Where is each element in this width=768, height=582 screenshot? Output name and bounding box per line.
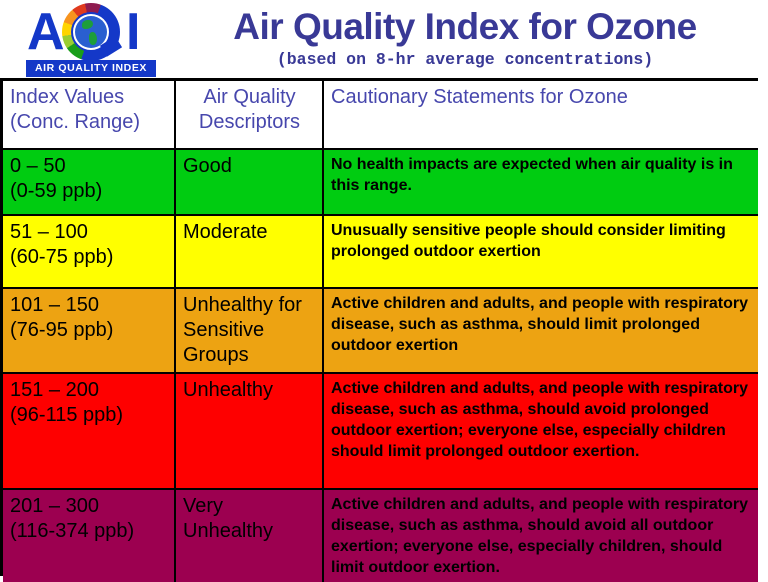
statement-usg: Active children and adults, and people w… [323, 288, 758, 374]
table-row-unhealthy-for-sensitive-groups: 101 – 150 (76-95 ppb) Unhealthy for Sens… [3, 288, 758, 374]
descriptor-very-unhealthy: Very Unhealthy [175, 489, 324, 582]
title-block: Air Quality Index for Ozone (based on 8-… [170, 4, 760, 71]
aqi-globe-logo-icon: A I [26, 2, 156, 61]
table-header-row: Index Values (Conc. Range) Air Quality D… [3, 81, 758, 150]
statement-good: No health impacts are expected when air … [323, 149, 758, 216]
conc-range-unhealthy: (96-115 ppb) [10, 404, 124, 426]
index-range-unhealthy: 151 – 200 [10, 379, 99, 401]
column-header-index-values-line1: Index Values [10, 86, 125, 108]
column-header-cautionary-statements: Cautionary Statements for Ozone [323, 81, 758, 150]
descriptor-unhealthy: Unhealthy [175, 373, 324, 490]
globe-landmass-north [82, 20, 93, 29]
page-header: A I AIR QUALITY INDEX Air Quality Index … [0, 0, 768, 78]
table-row-unhealthy: 151 – 200 (96-115 ppb) Unhealthy Active … [3, 373, 758, 490]
column-header-index-values-line2: (Conc. Range) [10, 111, 141, 133]
column-header-cautionary-statements-line1: Cautionary Statements for Ozone [331, 86, 628, 108]
aqi-logo: A I AIR QUALITY INDEX [26, 2, 156, 77]
table-body: 0 – 50 (0-59 ppb) Good No health impacts… [3, 149, 758, 582]
index-values-very-unhealthy: 201 – 300 (116-374 ppb) [3, 489, 176, 582]
index-range-usg: 101 – 150 [10, 294, 99, 316]
column-header-descriptors: Air Quality Descriptors [175, 81, 324, 150]
conc-range-very-unhealthy: (116-374 ppb) [10, 520, 135, 542]
aqi-table-container: Index Values (Conc. Range) Air Quality D… [0, 78, 758, 582]
descriptor-moderate: Moderate [175, 215, 324, 289]
statement-very-unhealthy: Active children and adults, and people w… [323, 489, 758, 582]
globe-icon [71, 12, 111, 52]
aqi-table: Index Values (Conc. Range) Air Quality D… [3, 81, 758, 582]
descriptor-good: Good [175, 149, 324, 216]
column-header-index-values: Index Values (Conc. Range) [3, 81, 176, 150]
column-header-descriptors-line1: Air Quality [203, 86, 296, 108]
statement-moderate: Unusually sensitive people should consid… [323, 215, 758, 289]
index-values-unhealthy: 151 – 200 (96-115 ppb) [3, 373, 176, 490]
conc-range-usg: (76-95 ppb) [10, 319, 114, 341]
index-range-moderate: 51 – 100 [10, 221, 88, 243]
table-row-good: 0 – 50 (0-59 ppb) Good No health impacts… [3, 149, 758, 216]
logo-caption-bar: AIR QUALITY INDEX [26, 60, 156, 77]
conc-range-good: (0-59 ppb) [10, 180, 103, 202]
page-subtitle: (based on 8-hr average concentrations) [276, 50, 654, 69]
page-title: Air Quality Index for Ozone [233, 6, 697, 47]
globe-landmass-south [89, 32, 97, 45]
logo-letter-a: A [27, 3, 65, 61]
column-header-descriptors-line2: Descriptors [198, 111, 301, 133]
descriptor-usg: Unhealthy for Sensitive Groups [175, 288, 324, 374]
index-range-very-unhealthy: 201 – 300 [10, 495, 99, 517]
table-row-moderate: 51 – 100 (60-75 ppb) Moderate Unusually … [3, 215, 758, 289]
index-values-usg: 101 – 150 (76-95 ppb) [3, 288, 176, 374]
index-range-good: 0 – 50 [10, 155, 66, 177]
logo-letter-i: I [126, 3, 141, 61]
table-row-very-unhealthy: 201 – 300 (116-374 ppb) Very Unhealthy A… [3, 489, 758, 582]
index-values-moderate: 51 – 100 (60-75 ppb) [3, 215, 176, 289]
statement-unhealthy: Active children and adults, and people w… [323, 373, 758, 490]
index-values-good: 0 – 50 (0-59 ppb) [3, 149, 176, 216]
conc-range-moderate: (60-75 ppb) [10, 246, 114, 268]
